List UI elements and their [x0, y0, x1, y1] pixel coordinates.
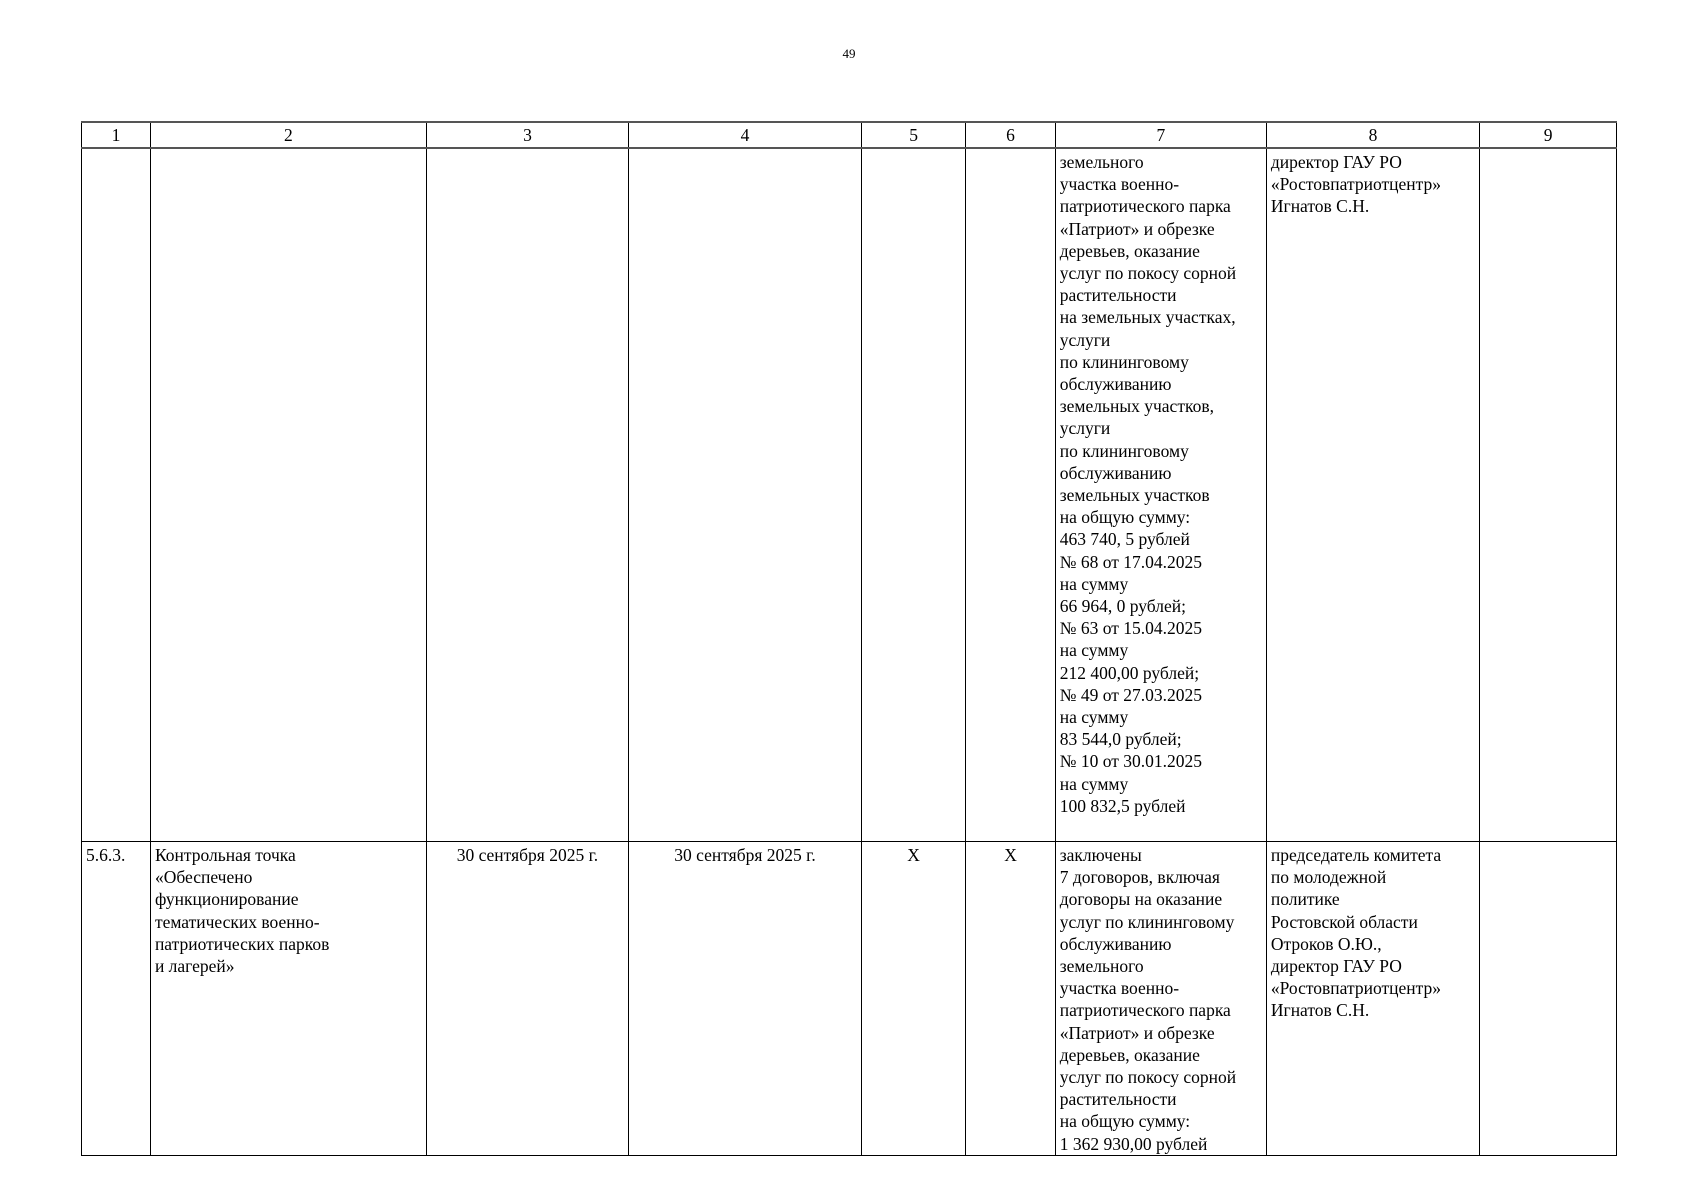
table-header-row: 1 2 3 4 5 6 7 8 9 [81, 121, 1617, 149]
cell-start-date [425, 147, 630, 842]
cell-responsible: директор ГАУ РО «Ростовпатриотцентр» Игн… [1265, 147, 1481, 842]
table-row: земельного участка военно- патриотическо… [81, 147, 1617, 842]
column-header: 5 [860, 121, 967, 149]
cell-col9 [1479, 147, 1617, 842]
cell-col5: X [860, 841, 967, 1156]
cell-col6: X [965, 841, 1056, 1156]
column-header: 1 [81, 121, 151, 149]
column-header: 7 [1054, 121, 1267, 149]
page-number: 49 [842, 46, 856, 61]
cell-col6 [965, 147, 1056, 842]
cell-responsible: председатель комитета по молодежной поли… [1265, 841, 1481, 1156]
column-header: 9 [1479, 121, 1617, 149]
column-header: 2 [149, 121, 427, 149]
cell-name [149, 147, 427, 842]
cell-end-date: 30 сентября 2025 г. [628, 841, 862, 1156]
cell-end-date [628, 147, 862, 842]
column-header: 3 [425, 121, 630, 149]
cell-number: 5.6.3. [81, 841, 151, 1156]
column-header: 8 [1265, 121, 1481, 149]
cell-col5 [860, 147, 967, 842]
table-row: 5.6.3. Контрольная точка «Обеспечено фун… [81, 841, 1617, 1156]
document-table: 1 2 3 4 5 6 7 8 9 земельного участка вое… [81, 121, 1617, 1156]
cell-name: Контрольная точка «Обеспечено функционир… [149, 841, 427, 1156]
cell-result: заключены 7 договоров, включая договоры … [1054, 841, 1267, 1156]
cell-result: земельного участка военно- патриотическо… [1054, 147, 1267, 842]
cell-col9 [1479, 841, 1617, 1156]
cell-start-date: 30 сентября 2025 г. [425, 841, 630, 1156]
cell-number [81, 147, 151, 842]
column-header: 4 [628, 121, 862, 149]
column-header: 6 [965, 121, 1056, 149]
